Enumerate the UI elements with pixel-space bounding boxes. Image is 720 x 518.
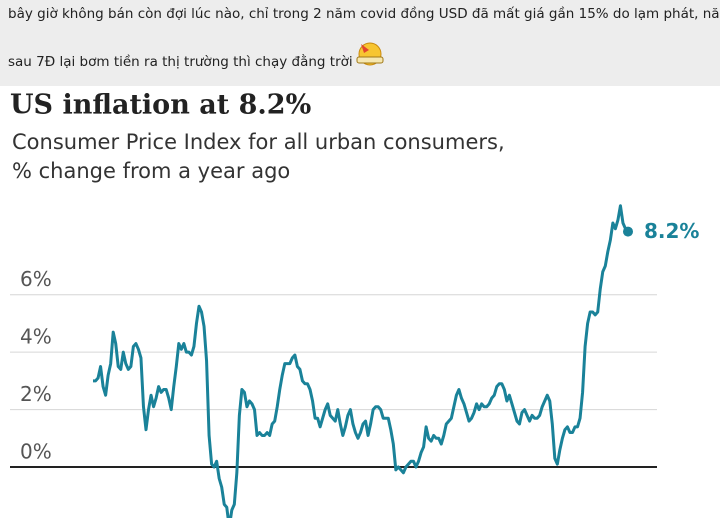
value-label: 8.2% <box>644 219 699 243</box>
chart-subtitle: Consumer Price Index for all urban consu… <box>12 130 505 154</box>
chart-subtitle: % change from a year ago <box>12 159 290 183</box>
end-point <box>623 226 633 237</box>
emoji-icon <box>356 42 384 66</box>
y-tick-label: 0% <box>20 440 52 464</box>
chart-title: US inflation at 8.2% <box>10 90 311 121</box>
forum-post: bây giờ không bán còn đợi lúc nào, chỉ t… <box>0 0 720 86</box>
emoji <box>353 42 384 72</box>
post-text: sau 7Đ lại bơm tiền ra thị trường thì ch… <box>8 54 353 70</box>
chart: US inflation at 8.2% Consumer Price Inde… <box>0 86 720 518</box>
post-text: bây giờ không bán còn đợi lúc nào, chỉ t… <box>8 6 720 22</box>
y-tick-label: 2% <box>20 382 52 406</box>
post-text: sau 7Đ lại bơm tiền ra thị trường thì ch… <box>8 42 384 72</box>
y-tick-label: 6% <box>20 267 52 291</box>
line <box>93 204 630 518</box>
y-tick-label: 4% <box>20 325 52 349</box>
